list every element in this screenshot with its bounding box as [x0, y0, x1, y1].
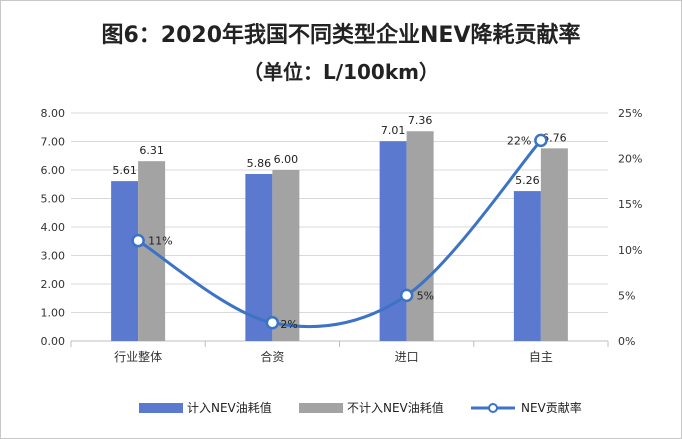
bar	[272, 170, 300, 341]
series-line-nev-contribution	[137, 139, 543, 329]
line-data-label: 22%	[507, 134, 531, 147]
bar-data-label: 6.76	[542, 131, 567, 144]
legend-swatch	[139, 403, 183, 413]
chart-title: 图6：2020年我国不同类型企业NEV降耗贡献率	[101, 23, 581, 48]
x-tick-label: 合资	[260, 349, 284, 364]
legend-label: NEV贡献率	[521, 400, 582, 415]
y-left-tick-label: 0.00	[41, 335, 66, 348]
line-data-label: 2%	[280, 318, 297, 331]
x-tick-label: 自主	[529, 350, 553, 364]
bar-data-label: 6.00	[274, 153, 299, 166]
x-tick-label: 进口	[395, 350, 419, 364]
y-left-tick-label: 8.00	[41, 107, 66, 120]
bar-data-label: 5.26	[515, 174, 540, 187]
y-right-tick-label: 0%	[618, 335, 635, 348]
y-right-tick-label: 5%	[618, 289, 635, 302]
bar-data-label: 7.01	[381, 124, 406, 137]
line-point	[265, 316, 280, 330]
bar	[406, 131, 434, 341]
y-left-tick-label: 3.00	[41, 250, 66, 263]
chart-subtitle: （单位：L/100km）	[243, 60, 439, 84]
legend-swatch	[299, 403, 343, 413]
y-left-tick-label: 2.00	[41, 278, 66, 291]
bar	[245, 173, 273, 341]
y-right-tick-label: 25%	[618, 107, 642, 120]
y-left-tick-label: 1.00	[41, 307, 66, 320]
y-right-tick-label: 15%	[618, 198, 642, 211]
y-left-tick-label: 6.00	[41, 164, 66, 177]
line-point	[399, 288, 414, 303]
legend-line-marker	[488, 403, 498, 413]
bar-data-label: 7.36	[408, 114, 433, 127]
bar-data-label: 6.31	[139, 144, 164, 157]
y-left-tick-label: 7.00	[41, 136, 66, 149]
legend-label: 不计入NEV油耗值	[347, 400, 444, 415]
y-left-tick-label: 5.00	[41, 193, 66, 206]
bar	[513, 191, 541, 341]
bar	[379, 141, 407, 341]
y-right-tick-label: 10%	[618, 244, 642, 257]
bar-data-label: 5.61	[112, 164, 137, 177]
bar	[111, 181, 139, 341]
y-left-tick-label: 4.00	[41, 221, 66, 234]
line-data-label: 5%	[417, 289, 434, 302]
bar	[540, 148, 568, 341]
bar-data-label: 5.86	[247, 157, 272, 170]
x-tick-label: 行业整体	[114, 349, 162, 364]
line-point	[534, 133, 548, 148]
legend-label: 计入NEV油耗值	[187, 400, 272, 415]
line-data-label: 11%	[148, 235, 172, 248]
line-point	[131, 233, 145, 248]
y-right-tick-label: 20%	[618, 153, 642, 166]
